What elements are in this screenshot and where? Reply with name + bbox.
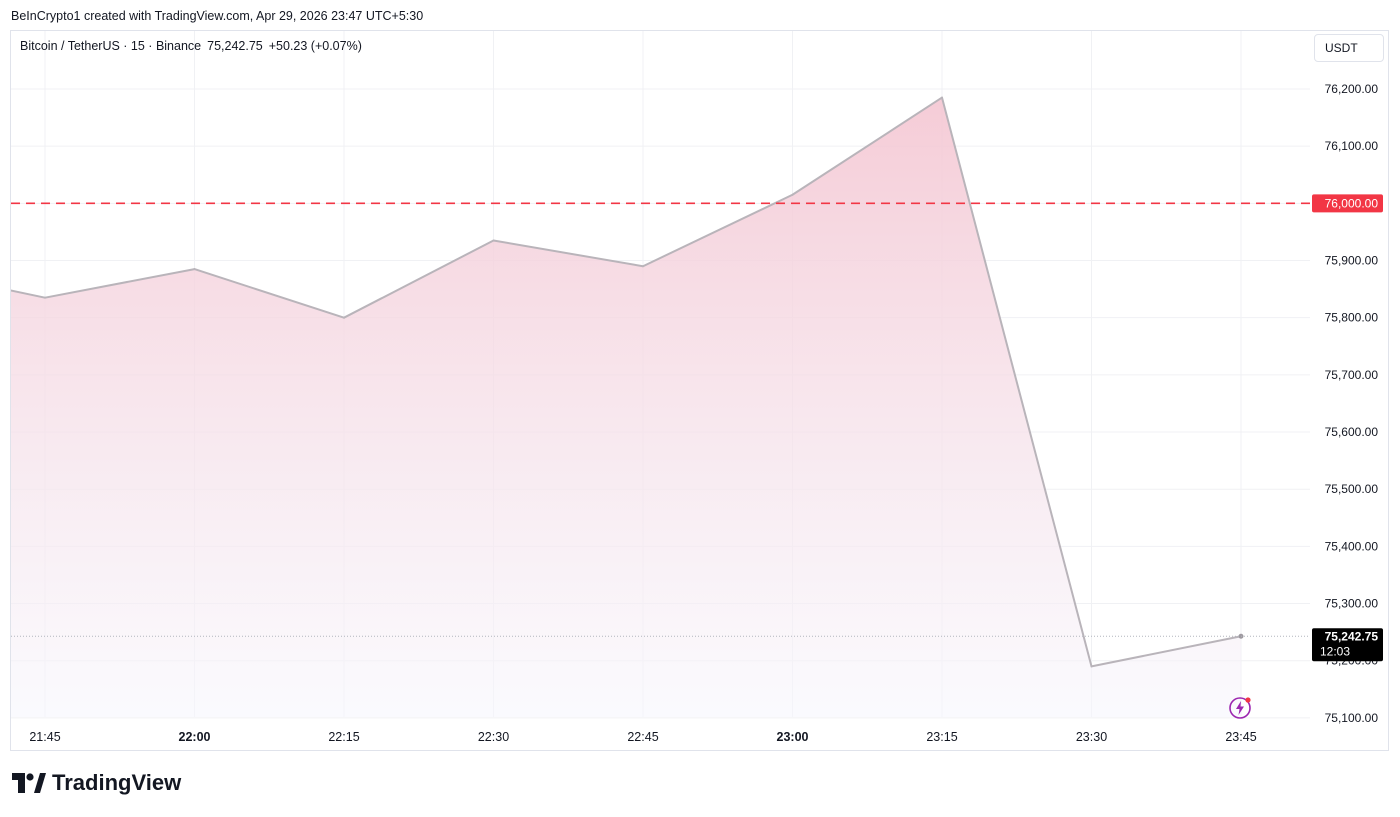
chart-attribution: BeInCrypto1 created with TradingView.com… [11,9,424,23]
series-segment [11,289,46,299]
y-tick-label: 75,100.00 [1325,711,1379,725]
series-segment [941,96,1093,668]
candle-countdown: 12:03 [1320,644,1350,658]
tradingview-brand[interactable]: TradingView [12,770,181,796]
y-tick-label: 75,700.00 [1325,368,1379,382]
series-segment [492,239,644,268]
x-axis: 21:45 22:00 22:15 22:30 22:45 23:00 23:15 23:30… [29,730,1256,744]
x-tick-label: 23:30 [1076,730,1107,744]
x-tick-label: 23:00 [777,730,809,744]
series-segment [791,96,943,196]
x-tick-label: 22:15 [328,730,359,744]
currency-button[interactable]: USDT [1314,34,1384,62]
price-change: +50.23 (+0.07%) [268,39,362,53]
y-tick-label: 75,400.00 [1325,539,1379,553]
brand-name: TradingView [52,770,182,795]
area-fill [11,97,1241,717]
alert-price-label: 76,000.00 [1325,196,1379,210]
x-tick-label: 23:15 [926,730,957,744]
alert-price-tag[interactable] [1312,194,1383,213]
y-tick-label: 75,800.00 [1325,311,1379,325]
series-segment [193,268,345,319]
y-tick-label: 75,900.00 [1325,254,1379,268]
series-segment [1090,635,1242,668]
y-tick-label: 76,200.00 [1325,82,1379,96]
tradingview-logo-icon [12,773,46,793]
x-tick-label: 21:45 [29,730,60,744]
reference-lines [11,202,1310,637]
current-price-tag [1312,628,1383,662]
x-tick-label: 22:30 [478,730,509,744]
x-tick-label: 23:45 [1225,730,1256,744]
series-segment [343,239,495,319]
series-segment [642,193,794,268]
y-tick-label: 76,100.00 [1325,139,1379,153]
y-tick-label: 75,300.00 [1325,597,1379,611]
x-tick-label: 22:45 [627,730,658,744]
last-price: 75,242.75 [207,39,263,53]
y-tick-label: 75,600.00 [1325,425,1379,439]
current-price-label: 75,242.75 [1325,629,1379,643]
symbol-name[interactable]: Bitcoin / TetherUS · 15 · Binance [20,39,202,53]
chart-frame [10,30,1389,751]
y-tick-label: 75,500.00 [1325,482,1379,496]
x-tick-label: 22:00 [179,730,211,744]
symbol-legend: Bitcoin / TetherUS · 15 · Binance 75,242.… [20,39,368,53]
area-series [11,96,1244,717]
lightning-bolt-icon[interactable] [1228,696,1252,720]
series-segment [44,268,196,299]
